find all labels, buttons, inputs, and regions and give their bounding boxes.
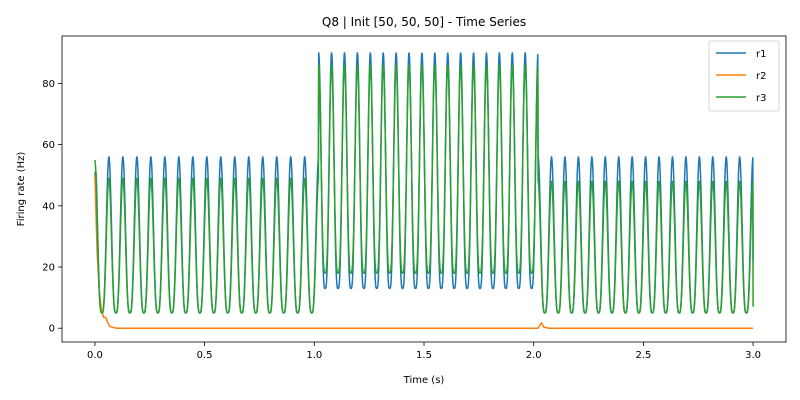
y-axis-label: Firing rate (Hz) bbox=[16, 152, 27, 227]
legend-label-r1: r1 bbox=[756, 49, 766, 60]
plot-series bbox=[94, 52, 754, 329]
legend-label-r2: r2 bbox=[756, 71, 766, 82]
y-tick-label: 80 bbox=[42, 79, 55, 90]
x-tick-label: 1.0 bbox=[306, 350, 322, 361]
y-axis: 0 20 40 60 80 bbox=[42, 79, 62, 335]
legend: r1 r2 r3 bbox=[708, 40, 780, 112]
x-axis-label: Time (s) bbox=[403, 375, 445, 386]
chart-title: Q8 | Init [50, 50, 50] - Time Series bbox=[322, 15, 526, 29]
x-tick-label: 3.0 bbox=[745, 350, 761, 361]
x-tick-label: 2.0 bbox=[526, 350, 542, 361]
x-tick-label: 1.5 bbox=[416, 350, 432, 361]
y-tick-label: 0 bbox=[49, 324, 55, 335]
y-tick-label: 40 bbox=[42, 201, 55, 212]
y-tick-label: 20 bbox=[42, 263, 55, 274]
y-tick-label: 60 bbox=[42, 140, 55, 151]
x-axis: 0.0 0.5 1.0 1.5 2.0 2.5 3.0 bbox=[87, 342, 761, 361]
legend-label-r3: r3 bbox=[756, 93, 766, 104]
x-tick-label: 0.0 bbox=[87, 350, 103, 361]
series-line-r3 bbox=[94, 64, 754, 314]
x-tick-label: 0.5 bbox=[197, 350, 213, 361]
legend-box bbox=[708, 40, 780, 112]
x-tick-label: 2.5 bbox=[635, 350, 651, 361]
